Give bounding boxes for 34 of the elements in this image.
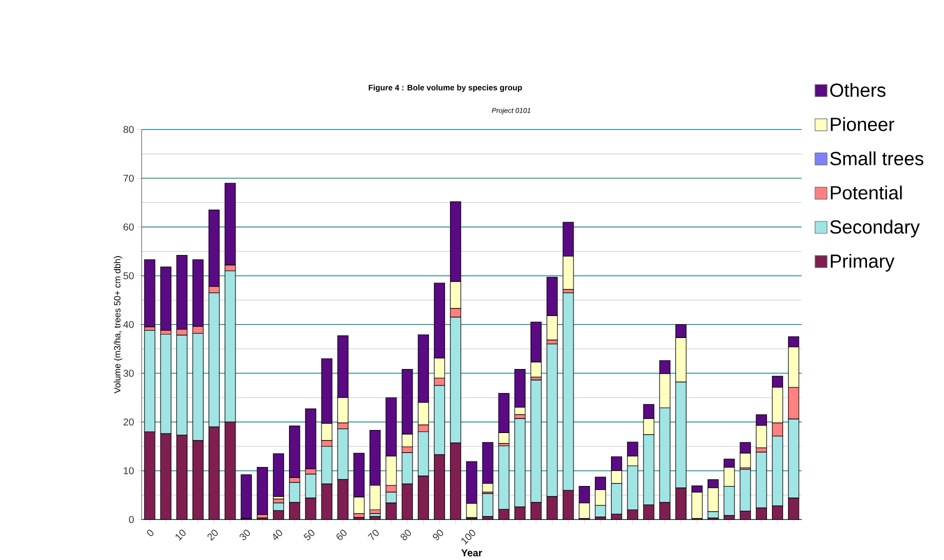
x-tick-label: 30 [240,530,250,540]
bar [272,454,284,498]
x-tick-label: 0 [147,530,154,536]
legend-label: Small trees [830,152,924,166]
y-tick-label: 10 [124,467,134,474]
y-tick-label: 40 [123,321,134,328]
legend-label: Others [830,83,886,98]
x-tick-label: 60 [336,530,347,540]
bar [160,266,172,331]
y-axis-title: Volume (m3/ha, trees 50+ cm dbh) [114,256,122,394]
x-tick-label: 20 [207,530,218,542]
x-tick-label: 80 [400,530,411,540]
bar [289,426,300,478]
x-tick-label: 90 [432,530,444,540]
y-tick-label: 20 [124,418,134,426]
y-tick-label: 80 [124,126,134,134]
y-tick-label: 30 [123,370,134,377]
x-tick-label: 70 [368,530,379,540]
y-tick-label: 70 [124,174,134,182]
x-tick-label: 100 [461,530,476,545]
x-tick-label: 40 [273,530,282,540]
legend-label: Secondary [830,220,920,238]
x-tick-label: 10 [176,530,186,541]
bar [240,474,252,519]
legend-label: Pioneer [830,117,894,132]
legend-label: Primary [830,254,894,272]
y-tick-label: 60 [124,224,134,231]
bar [144,260,156,328]
y-tick-label: 50 [123,272,134,280]
legend-label: Potential [830,186,902,200]
y-tick-label: 0 [129,516,134,524]
x-tick-label: 50 [304,530,314,540]
bar [256,467,268,516]
x-axis-title: Year [461,550,482,557]
